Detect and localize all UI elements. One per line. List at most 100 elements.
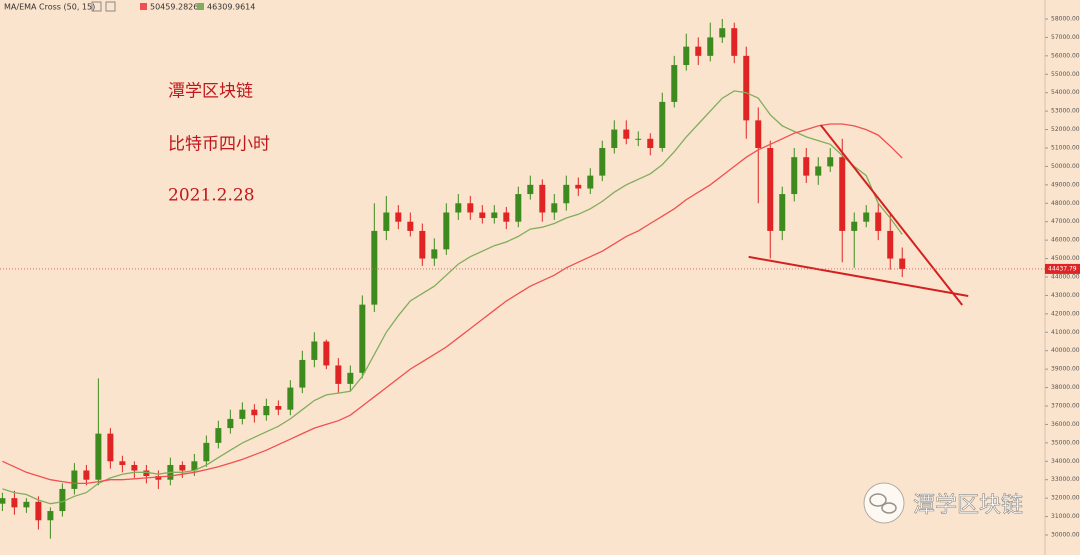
- candle-body: [467, 203, 474, 213]
- candle-body: [443, 212, 450, 250]
- legend-icon: [105, 1, 116, 12]
- candle-body: [191, 461, 198, 471]
- candle-body: [539, 184, 546, 213]
- y-tick-label: 45000.00: [1051, 255, 1080, 262]
- candle-body: [611, 129, 618, 148]
- candle-body: [455, 203, 462, 213]
- y-tick-label: 32000.00: [1051, 495, 1080, 502]
- candle-body: [83, 470, 90, 480]
- legend-icon: [91, 1, 102, 12]
- y-tick-label: 34000.00: [1051, 458, 1080, 465]
- y-tick-label: 48000.00: [1051, 200, 1080, 207]
- y-tick-label: 31000.00: [1051, 513, 1080, 520]
- candle-body: [35, 501, 42, 521]
- candle-body: [59, 488, 66, 512]
- candle-body: [527, 184, 534, 195]
- candle-body: [779, 194, 786, 231]
- candle-body: [743, 55, 750, 121]
- y-tick-label: 39000.00: [1051, 366, 1080, 373]
- y-tick-label: 36000.00: [1051, 421, 1080, 428]
- candle-body: [419, 230, 426, 259]
- candle-body: [299, 359, 306, 388]
- candle-body: [767, 147, 774, 231]
- candle-body: [311, 341, 318, 360]
- candle-body: [623, 129, 630, 139]
- candle-body: [875, 212, 882, 231]
- trendline: [748, 255, 969, 297]
- legend-value: 50459.2826: [150, 3, 198, 12]
- candle-body: [11, 498, 18, 508]
- price-tag: [1045, 263, 1080, 274]
- candle-body: [347, 372, 354, 384]
- candle-body: [815, 166, 822, 176]
- y-tick-label: 53000.00: [1051, 108, 1080, 115]
- candle-body: [71, 470, 78, 489]
- candle-body: [47, 511, 54, 521]
- y-tick-label: 52000.00: [1051, 126, 1080, 133]
- candle-body: [275, 405, 282, 410]
- y-tick-label: 35000.00: [1051, 439, 1080, 446]
- candle-body: [323, 341, 330, 366]
- price-tag-label: 44437.79: [1048, 265, 1077, 272]
- y-tick-label: 49000.00: [1051, 181, 1080, 188]
- candle-body: [719, 28, 726, 38]
- y-tick-label: 46000.00: [1051, 237, 1080, 244]
- watermark-icon: [863, 482, 905, 524]
- candle-body: [407, 221, 414, 231]
- candle-body: [887, 230, 894, 259]
- y-tick-label: 56000.00: [1051, 52, 1080, 59]
- legend-swatch: [140, 3, 147, 10]
- y-tick-label: 51000.00: [1051, 144, 1080, 151]
- candle-body: [251, 409, 258, 416]
- y-tick-label: 33000.00: [1051, 476, 1080, 483]
- candle-body: [239, 409, 246, 419]
- candle-body: [515, 194, 522, 222]
- ma-line: [2, 90, 903, 505]
- candle-body: [575, 184, 582, 189]
- y-tick-label: 43000.00: [1051, 292, 1080, 299]
- candle-body: [863, 212, 870, 222]
- candle-body: [395, 212, 402, 222]
- candle-body: [335, 365, 342, 384]
- y-tick-label: 47000.00: [1051, 218, 1080, 225]
- y-tick-label: 37000.00: [1051, 402, 1080, 409]
- candle-body: [707, 37, 714, 56]
- annotation: 比特币四小时: [168, 135, 270, 155]
- y-tick-label: 38000.00: [1051, 384, 1080, 391]
- candle-body: [599, 147, 606, 176]
- candle-body: [851, 221, 858, 231]
- candle-body: [155, 476, 162, 480]
- candle-body: [263, 405, 270, 416]
- legend-swatch: [197, 3, 204, 10]
- candle-body: [635, 138, 642, 140]
- candle-body: [731, 28, 738, 56]
- candle-body: [143, 470, 150, 477]
- y-tick-label: 30000.00: [1051, 532, 1080, 539]
- legend-value: 46309.9614: [207, 3, 255, 12]
- candle-body: [383, 212, 390, 231]
- candle-body: [827, 157, 834, 167]
- candle-body: [0, 498, 6, 504]
- annotation: 潭学区块链: [168, 82, 253, 102]
- candle-body: [359, 304, 366, 373]
- candle-body: [479, 212, 486, 219]
- y-tick-label: 50000.00: [1051, 163, 1080, 170]
- ma-line: [2, 123, 903, 485]
- y-tick-label: 42000.00: [1051, 310, 1080, 317]
- candle-body: [371, 230, 378, 305]
- y-tick-label: 54000.00: [1051, 89, 1080, 96]
- annotation: 2021.2.28: [168, 186, 255, 206]
- candle-body: [491, 212, 498, 219]
- watermark: 潭学区块链: [913, 493, 1023, 518]
- candle-body: [431, 249, 438, 259]
- candle-body: [119, 461, 126, 465]
- candle-body: [647, 138, 654, 148]
- candle-body: [671, 65, 678, 102]
- candle-body: [551, 203, 558, 213]
- candle-body: [803, 157, 810, 176]
- axis: 30000.00 31000.00 32000.00 33000.00 34000.00…: [1045, 15, 1080, 539]
- candle-body: [791, 157, 798, 195]
- candle-body: [107, 433, 114, 462]
